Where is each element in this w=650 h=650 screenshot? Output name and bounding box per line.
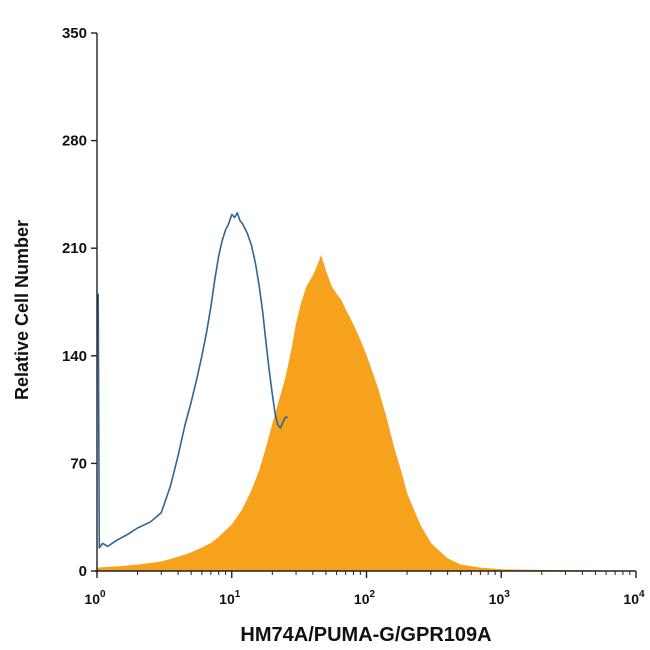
x-tick-label: 102 xyxy=(354,589,376,607)
axes-layer: 0 70 140 210 280 350 100 101 102 103 104 xyxy=(62,25,645,607)
histogram-filled-series xyxy=(96,254,616,572)
x-tick-label: 103 xyxy=(489,589,511,607)
y-tick-label: 0 xyxy=(79,563,87,580)
y-tick-label: 350 xyxy=(62,25,87,42)
x-axis-title: HM74A/PUMA-G/GPR109A xyxy=(240,624,491,646)
x-tick-label: 101 xyxy=(219,589,241,607)
y-axis-title: Relative Cell Number xyxy=(12,220,32,400)
series-layer xyxy=(96,212,616,572)
histogram-outline-series xyxy=(97,212,288,549)
x-tick-label: 100 xyxy=(84,589,106,607)
x-tick-label: 104 xyxy=(623,589,645,607)
y-tick-label: 140 xyxy=(62,348,87,365)
y-tick-label: 280 xyxy=(62,133,87,150)
y-tick-label: 70 xyxy=(70,455,87,472)
y-tick-label: 210 xyxy=(62,240,87,257)
